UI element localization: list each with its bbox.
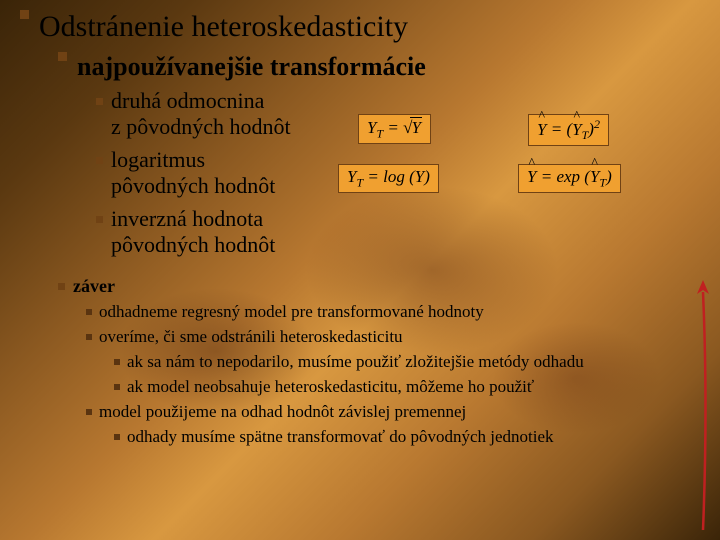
- zaver-head: záver: [73, 276, 115, 297]
- transform-line2: pôvodných hodnôt: [111, 232, 275, 257]
- bullet-icon: [96, 98, 103, 105]
- bullet-icon: [86, 309, 92, 315]
- arrow-up-icon: [696, 280, 710, 530]
- bullet-icon: [96, 216, 103, 223]
- transform-line2: z pôvodných hodnôt: [111, 114, 291, 139]
- zaver-text: odhadneme regresný model pre transformov…: [99, 302, 484, 322]
- zaver-text: model použijeme na odhad hodnôt závislej…: [99, 402, 466, 422]
- zaver-item: odhadneme regresný model pre transformov…: [86, 302, 700, 322]
- subtitle-text: najpoužívanejšie transformácie: [77, 52, 426, 82]
- zaver-text: overíme, či sme odstránili heteroskedast…: [99, 327, 403, 347]
- page-title: Odstránenie heteroskedasticity: [39, 10, 408, 44]
- transform-line1: logaritmus: [111, 147, 205, 172]
- zaver-subitem: odhady musíme spätne transformovať do pô…: [114, 427, 700, 447]
- zaver-item: overíme, či sme odstránili heteroskedast…: [86, 327, 700, 347]
- bullet-icon: [58, 283, 65, 290]
- subtitle-row: najpoužívanejšie transformácie: [58, 52, 700, 82]
- formula-log-back: Y = exp (YT): [518, 164, 621, 193]
- bullet-icon: [58, 52, 67, 61]
- bullet-icon: [86, 334, 92, 340]
- zaver-text: ak model neobsahuje heteroskedasticitu, …: [127, 377, 534, 397]
- zaver-subitem: ak sa nám to nepodarilo, musíme použiť z…: [114, 352, 700, 372]
- title-row: Odstránenie heteroskedasticity: [20, 10, 700, 44]
- bullet-icon: [96, 157, 103, 164]
- formula-log-forward: YT = log (Y): [338, 164, 439, 193]
- bullet-icon: [114, 384, 120, 390]
- zaver-head-row: záver: [58, 276, 700, 297]
- zaver-block: záver odhadneme regresný model pre trans…: [58, 276, 700, 447]
- bullet-icon: [114, 359, 120, 365]
- formula-sqrt-back: Y = (YT)2: [528, 114, 609, 146]
- transform-line2: pôvodných hodnôt: [111, 173, 275, 198]
- bullet-icon: [114, 434, 120, 440]
- bullet-icon: [20, 10, 29, 19]
- transform-line1: inverzná hodnota: [111, 206, 263, 231]
- transform-line1: druhá odmocnina: [111, 88, 264, 113]
- bullet-icon: [86, 409, 92, 415]
- zaver-text: odhady musíme spätne transformovať do pô…: [127, 427, 554, 447]
- zaver-text: ak sa nám to nepodarilo, musíme použiť z…: [127, 352, 584, 372]
- zaver-subitem: ak model neobsahuje heteroskedasticitu, …: [114, 377, 700, 397]
- zaver-item: model použijeme na odhad hodnôt závislej…: [86, 402, 700, 422]
- transform-item: inverzná hodnota pôvodných hodnôt: [96, 206, 700, 259]
- formula-sqrt-forward: YT = √Y: [358, 114, 431, 144]
